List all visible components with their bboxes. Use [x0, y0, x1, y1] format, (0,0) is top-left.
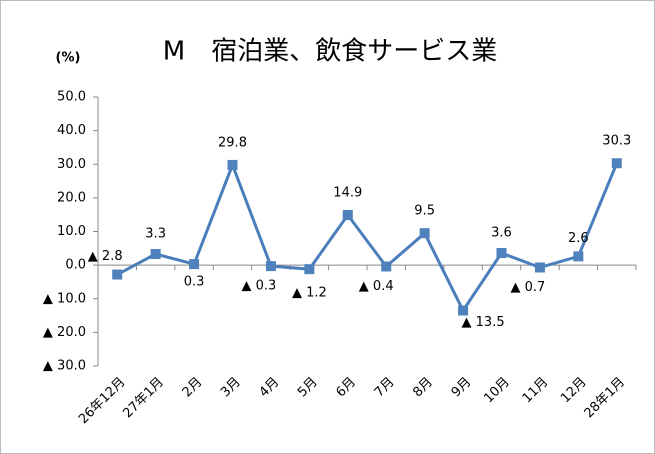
y-tick-label: 10.0: [57, 224, 86, 239]
data-label: ▲ 0.4: [359, 279, 394, 294]
y-axis-label: (%): [56, 51, 81, 66]
y-tick-label: 0.0: [65, 258, 86, 273]
data-point: [534, 262, 545, 273]
data-label: 14.9: [333, 186, 362, 201]
data-point: [381, 261, 392, 272]
y-tick-label: ▲ 10.0: [43, 291, 86, 306]
data-label: 3.3: [145, 227, 166, 242]
y-tick-label: 20.0: [57, 190, 86, 205]
data-point: [150, 249, 161, 260]
data-point: [227, 159, 238, 170]
data-point: [265, 261, 276, 272]
data-point: [304, 264, 315, 275]
data-point: [189, 259, 200, 270]
data-label: 2.6: [568, 231, 589, 246]
y-tick-label: 30.0: [57, 157, 86, 172]
data-point: [342, 210, 353, 221]
data-point: [573, 251, 584, 262]
y-tick-label: ▲ 30.0: [43, 359, 86, 374]
series-line: [116, 160, 619, 314]
chart-title: M 宿泊業、飲食サービス業: [163, 37, 497, 67]
data-label: ▲ 0.7: [511, 280, 546, 295]
data-label: 29.8: [218, 135, 247, 150]
data-label: 3.6: [491, 226, 512, 241]
data-point: [419, 228, 430, 239]
data-label: ▲ 13.5: [462, 315, 505, 330]
data-label: 30.3: [602, 134, 631, 149]
data-label: 9.5: [414, 204, 435, 219]
y-tick-label: 40.0: [57, 123, 86, 138]
data-label: ▲ 0.3: [242, 279, 277, 294]
data-label: 0.3: [184, 275, 205, 290]
y-tick-label: 50.0: [57, 90, 86, 105]
data-label: ▲ 1.2: [292, 286, 327, 301]
y-tick-label: ▲ 20.0: [43, 325, 86, 340]
data-point: [611, 158, 622, 169]
data-point: [112, 269, 123, 280]
data-point: [458, 305, 469, 316]
data-label: ▲ 2.8: [88, 249, 123, 264]
data-point: [496, 248, 507, 259]
